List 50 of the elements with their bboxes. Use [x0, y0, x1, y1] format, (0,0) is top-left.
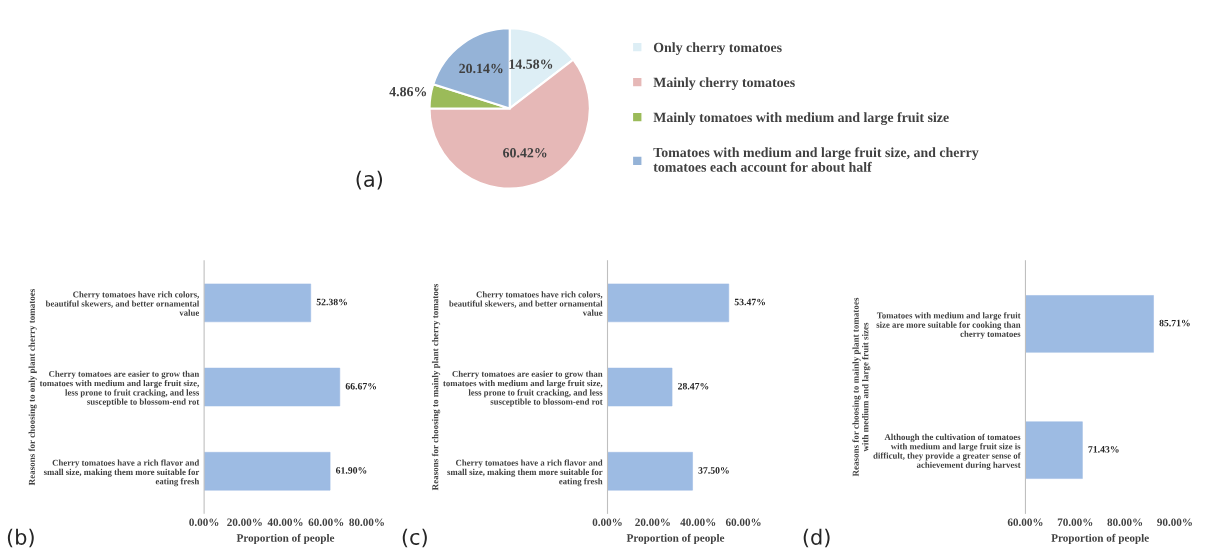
data-label: 14.58% — [509, 59, 553, 69]
y-tick-label: Cherry tomatoes have a rich flavor and small size, making them more suitable for eating fresh — [447, 459, 603, 487]
bar — [607, 283, 730, 323]
data-label: 61.90% — [335, 467, 367, 474]
x-tick-label: 40.00% — [680, 518, 716, 527]
data-label: 4.86% — [389, 86, 427, 97]
legend-label: Only cherry tomatoes — [653, 42, 782, 55]
y-tick-label: Cherry tomatoes are easier to grow than tomatoes with medium and large fruit size, less prone to fruit cracking, and less susceptible to blossom-end rot — [443, 370, 603, 407]
data-label: 37.50% — [698, 467, 729, 474]
legend-label: Tomatoes with medium and large fruit size, and cherry tomatoes each account for about half — [653, 147, 979, 172]
x-tick-label: 20.00% — [227, 518, 262, 527]
y-tick-label: Cherry tomatoes have rich colors, beautiful skewers, and better ornamental value — [449, 291, 603, 316]
x-tick-label: 60.00% — [308, 518, 344, 527]
x-axis-title: Proportion of people — [1051, 533, 1149, 544]
text: (c) — [402, 528, 427, 548]
y-tick-label: Although the cultivation of tomatoes with medium and large fruit size is difficult, they provide a greater sense of achievement during harvest — [873, 433, 1021, 470]
data-label: 66.67% — [345, 382, 377, 390]
data-label: 28.47% — [678, 382, 709, 390]
y-tick-label: Cherry tomatoes have rich colors, beautiful skewers, and better ornamental value — [45, 291, 200, 316]
x-tick-label: 20.00% — [635, 518, 670, 527]
legend-label: Mainly cherry tomatoes — [653, 77, 795, 90]
x-tick-label: 80.00% — [349, 518, 384, 527]
data-label: 52.38% — [316, 298, 347, 306]
data-label: 60.42% — [503, 148, 547, 158]
data-label: 53.47% — [734, 298, 766, 306]
text: (b) — [7, 528, 34, 548]
x-tick-label: 0.00% — [592, 518, 622, 527]
data-label: 20.14% — [459, 63, 503, 74]
y-axis-title: Reasons for choosing to mainly plant tomatoes with medium and large fruit sizes — [852, 297, 871, 477]
text: (d) — [803, 528, 830, 548]
data-label: 71.43% — [1088, 446, 1119, 453]
x-tick-label: 90.00% — [1157, 518, 1192, 527]
x-axis-title: Proportion of people — [236, 533, 335, 544]
x-tick-label: 0.00% — [189, 518, 219, 527]
y-axis-title: Reasons for choosing to only plant cherry tomatoes — [28, 288, 37, 486]
y-tick-label: Cherry tomatoes have a rich flavor and small size, making them more suitable for eating fresh — [43, 459, 200, 487]
x-axis-title: Proportion of people — [626, 533, 725, 544]
x-tick-label: 40.00% — [267, 518, 303, 527]
x-tick-label: 60.00% — [725, 518, 761, 527]
x-tick-label: 80.00% — [1107, 518, 1143, 527]
x-tick-label: 70.00% — [1057, 518, 1093, 527]
y-tick-label: Cherry tomatoes are easier to grow than tomatoes with medium and large fruit size, less prone to fruit cracking, and less susceptible to blossom-end rot — [39, 370, 200, 407]
data-label: 85.71% — [1159, 319, 1190, 327]
x-tick-label: 60.00% — [1007, 518, 1043, 527]
y-axis-title: Reasons for choosing to mainly plant cherry tomatoes — [431, 283, 441, 491]
bar — [607, 452, 693, 491]
y-tick-label: Tomatoes with medium and large fruit size are more suitable for cooking than cherry tomatoes — [876, 312, 1021, 339]
bar — [607, 367, 673, 407]
legend-label: Mainly tomatoes with medium and large fruit size — [653, 112, 949, 125]
text: (a) — [356, 170, 383, 190]
